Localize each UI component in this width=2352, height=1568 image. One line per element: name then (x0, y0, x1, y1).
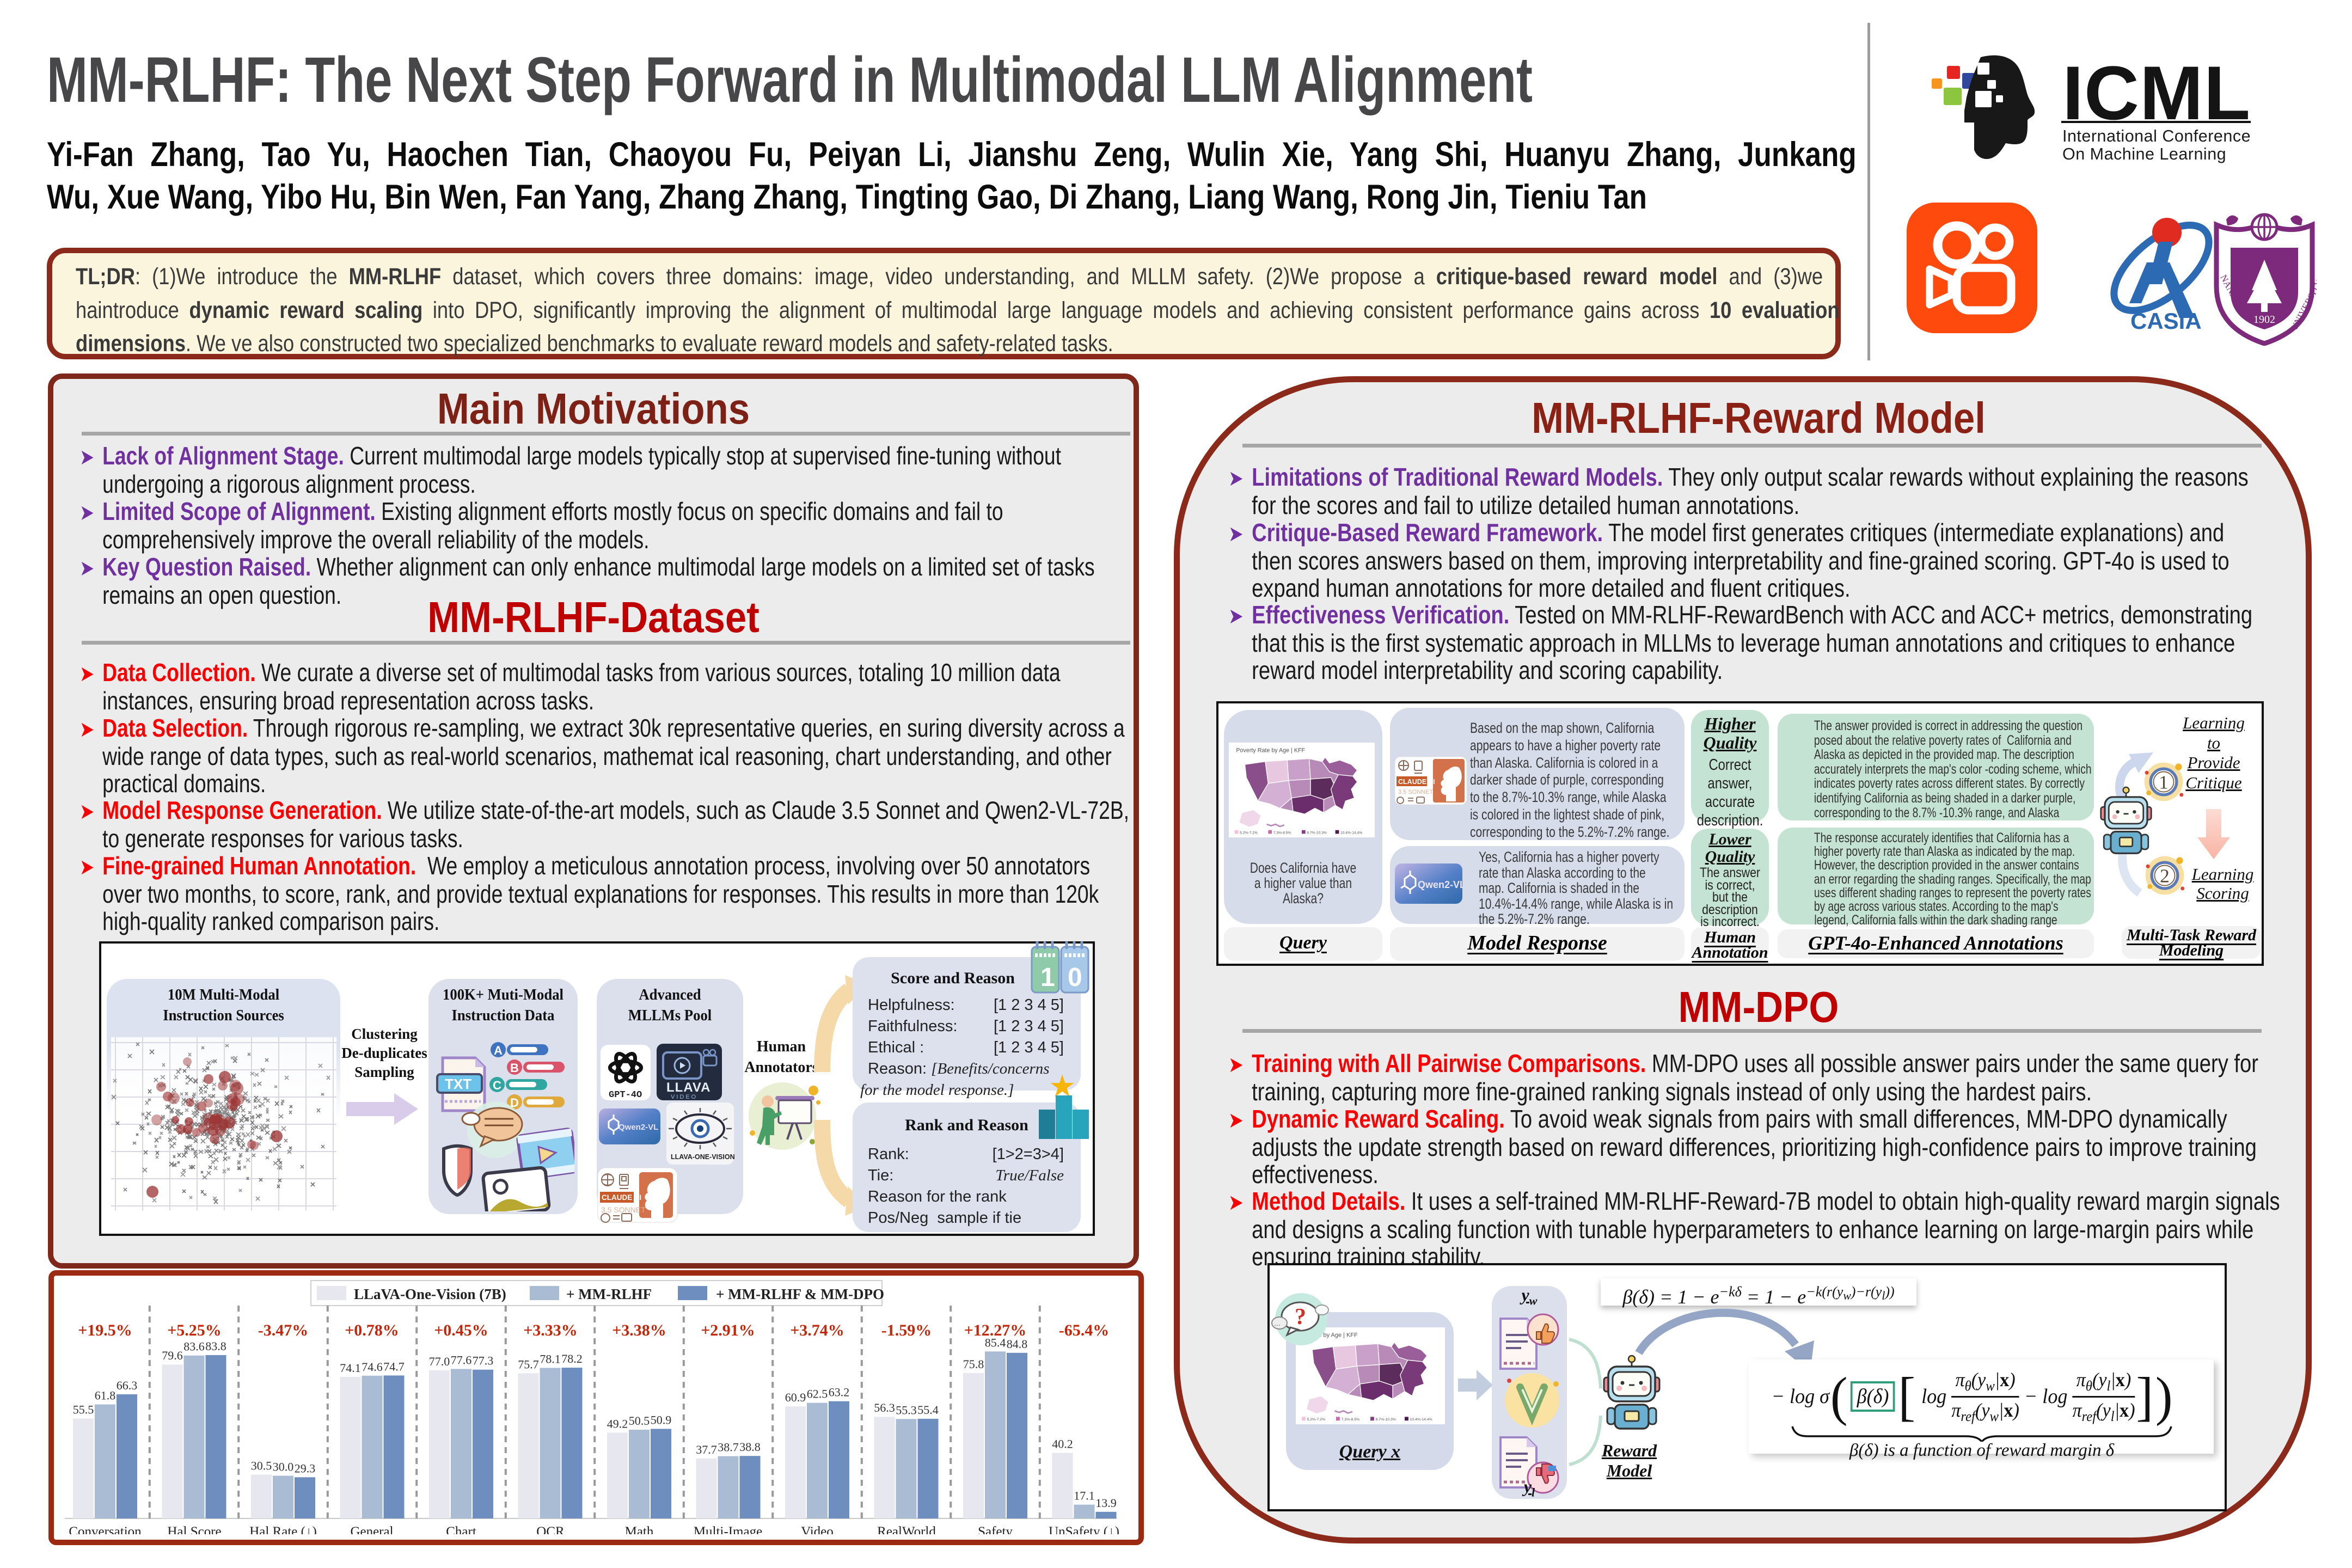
svg-text:General: General (350, 1524, 393, 1534)
svg-text:83.8: 83.8 (205, 1339, 226, 1353)
svg-text:3.5 SONNET: 3.5 SONNET (601, 1205, 646, 1214)
svg-text:...: ... (1274, 1319, 1281, 1327)
svg-text:+19.5%: +19.5% (78, 1321, 132, 1339)
svg-text:74.1: 74.1 (340, 1361, 361, 1375)
svg-text:74.6: 74.6 (362, 1360, 383, 1374)
svg-text:10.4%-14.4%: 10.4%-14.4% (1340, 831, 1362, 835)
svg-text:Safety: Safety (978, 1524, 1013, 1534)
svg-text:?: ? (1295, 1304, 1306, 1330)
svg-text:1: 1 (1040, 963, 1055, 992)
svg-text:+0.78%: +0.78% (345, 1321, 399, 1339)
svg-text:3.5 SONNET: 3.5 SONNET (1398, 789, 1433, 795)
svg-text:8.7%-10.3%: 8.7%-10.3% (1307, 831, 1326, 835)
svg-text:LLAVA: LLAVA (666, 1080, 710, 1095)
svg-text:Qwen2-VL: Qwen2-VL (1418, 879, 1462, 890)
svg-text:77.0: 77.0 (429, 1355, 450, 1368)
svg-text:10.4%-14.4%: 10.4%-14.4% (1410, 1418, 1432, 1422)
svg-text:A: A (494, 1044, 503, 1057)
svg-text:D: D (510, 1096, 519, 1110)
svg-text:83.6: 83.6 (183, 1340, 205, 1353)
svg-text:8.7%-10.3%: 8.7%-10.3% (1376, 1418, 1396, 1422)
svg-text:55.3: 55.3 (896, 1403, 917, 1417)
svg-text:LLaVA-One-Vision (7B): LLaVA-One-Vision (7B) (354, 1286, 506, 1302)
svg-text:Video: Video (801, 1524, 834, 1534)
svg-text:CLAUDE AI: CLAUDE AI (602, 1193, 641, 1202)
svg-text:78.2: 78.2 (561, 1352, 583, 1365)
svg-text:B: B (510, 1061, 519, 1075)
svg-text:1902: 1902 (2253, 314, 2275, 326)
svg-text:-1.59%: -1.59% (881, 1321, 932, 1339)
svg-text:77.3: 77.3 (473, 1354, 494, 1368)
svg-text:29.3: 29.3 (295, 1461, 316, 1475)
svg-text:50.9: 50.9 (651, 1413, 672, 1426)
svg-text:37.7: 37.7 (696, 1443, 717, 1456)
svg-text:62.5: 62.5 (807, 1387, 828, 1401)
svg-text:61.8: 61.8 (95, 1389, 116, 1402)
svg-text:38.8: 38.8 (739, 1440, 761, 1454)
svg-text:VIDEO: VIDEO (671, 1094, 697, 1100)
svg-text:Chart: Chart (446, 1524, 476, 1534)
svg-text:79.6: 79.6 (162, 1349, 183, 1362)
svg-text:84.8: 84.8 (1007, 1337, 1028, 1351)
svg-text:Multi-Image: Multi-Image (694, 1524, 762, 1534)
svg-text:+ MM-RLHF: + MM-RLHF (566, 1286, 652, 1302)
svg-text:Conversation: Conversation (69, 1524, 142, 1534)
svg-text:-65.4%: -65.4% (1059, 1321, 1110, 1339)
svg-text:63.2: 63.2 (829, 1386, 850, 1399)
svg-text:+3.33%: +3.33% (523, 1321, 578, 1339)
svg-text:1: 1 (2159, 771, 2169, 793)
svg-text:+3.38%: +3.38% (612, 1321, 666, 1339)
svg-text:50.5: 50.5 (629, 1414, 650, 1428)
svg-text:GPT-4O: GPT-4O (609, 1090, 642, 1100)
svg-text:30.5: 30.5 (251, 1459, 272, 1472)
svg-text:7.3%-8.5%: 7.3%-8.5% (1273, 831, 1291, 835)
svg-text:UnSafety (↓): UnSafety (↓) (1049, 1524, 1119, 1534)
svg-text:5.2%-7.2%: 5.2%-7.2% (1307, 1418, 1325, 1422)
svg-text:Hal Score: Hal Score (167, 1524, 221, 1534)
svg-text:OCR: OCR (536, 1524, 565, 1534)
svg-text:5.2%-7.2%: 5.2%-7.2% (1240, 831, 1258, 835)
svg-text:Qwen2-VL: Qwen2-VL (618, 1123, 658, 1132)
svg-text:75.8: 75.8 (963, 1357, 984, 1371)
svg-text:7.3%-8.5%: 7.3%-8.5% (1342, 1418, 1359, 1422)
svg-text:+ MM-RLHF & MM-DPO: + MM-RLHF & MM-DPO (716, 1286, 884, 1302)
svg-text:CLAUDE AI: CLAUDE AI (1398, 778, 1435, 786)
svg-text:-3.47%: -3.47% (258, 1321, 309, 1339)
svg-text:38.7: 38.7 (718, 1441, 739, 1454)
svg-text:te by Age | KFF: te by Age | KFF (1316, 1332, 1358, 1339)
svg-text:0: 0 (1068, 963, 1082, 992)
svg-text:2: 2 (2160, 865, 2170, 886)
svg-text:60.9: 60.9 (785, 1391, 806, 1404)
svg-text:66.3: 66.3 (117, 1379, 138, 1392)
svg-text:+12.27%: +12.27% (964, 1321, 1027, 1339)
svg-text:LLAVA-ONE-VISION: LLAVA-ONE-VISION (671, 1153, 735, 1161)
svg-text:55.5: 55.5 (73, 1403, 94, 1417)
svg-text:+2.91%: +2.91% (701, 1321, 755, 1339)
svg-text:75.7: 75.7 (518, 1357, 539, 1371)
svg-text:77.6: 77.6 (451, 1353, 472, 1367)
svg-text:74.7: 74.7 (383, 1359, 405, 1373)
svg-text:55.4: 55.4 (917, 1403, 939, 1417)
svg-text:40.2: 40.2 (1052, 1437, 1073, 1451)
svg-text:13.9: 13.9 (1095, 1496, 1117, 1510)
svg-text:+5.25%: +5.25% (167, 1321, 222, 1339)
svg-text:CASIA: CASIA (2130, 308, 2202, 334)
svg-text:30.0: 30.0 (273, 1460, 294, 1474)
svg-text:Poverty Rate by Age | KFF: Poverty Rate by Age | KFF (1236, 747, 1305, 754)
svg-text:85.4: 85.4 (985, 1336, 1006, 1349)
svg-text:+3.74%: +3.74% (790, 1321, 844, 1339)
svg-text:RealWorld: RealWorld (877, 1524, 936, 1534)
svg-text:Math: Math (625, 1524, 654, 1534)
svg-text:C: C (493, 1079, 501, 1092)
svg-text:78.1: 78.1 (540, 1352, 561, 1365)
svg-text:+0.45%: +0.45% (434, 1321, 488, 1339)
svg-text:56.3: 56.3 (874, 1401, 895, 1414)
svg-text:17.1: 17.1 (1074, 1489, 1095, 1503)
svg-text:TXT: TXT (445, 1076, 471, 1092)
svg-text:49.2: 49.2 (607, 1417, 628, 1430)
svg-text:Hal Rate (↓): Hal Rate (↓) (249, 1524, 317, 1534)
